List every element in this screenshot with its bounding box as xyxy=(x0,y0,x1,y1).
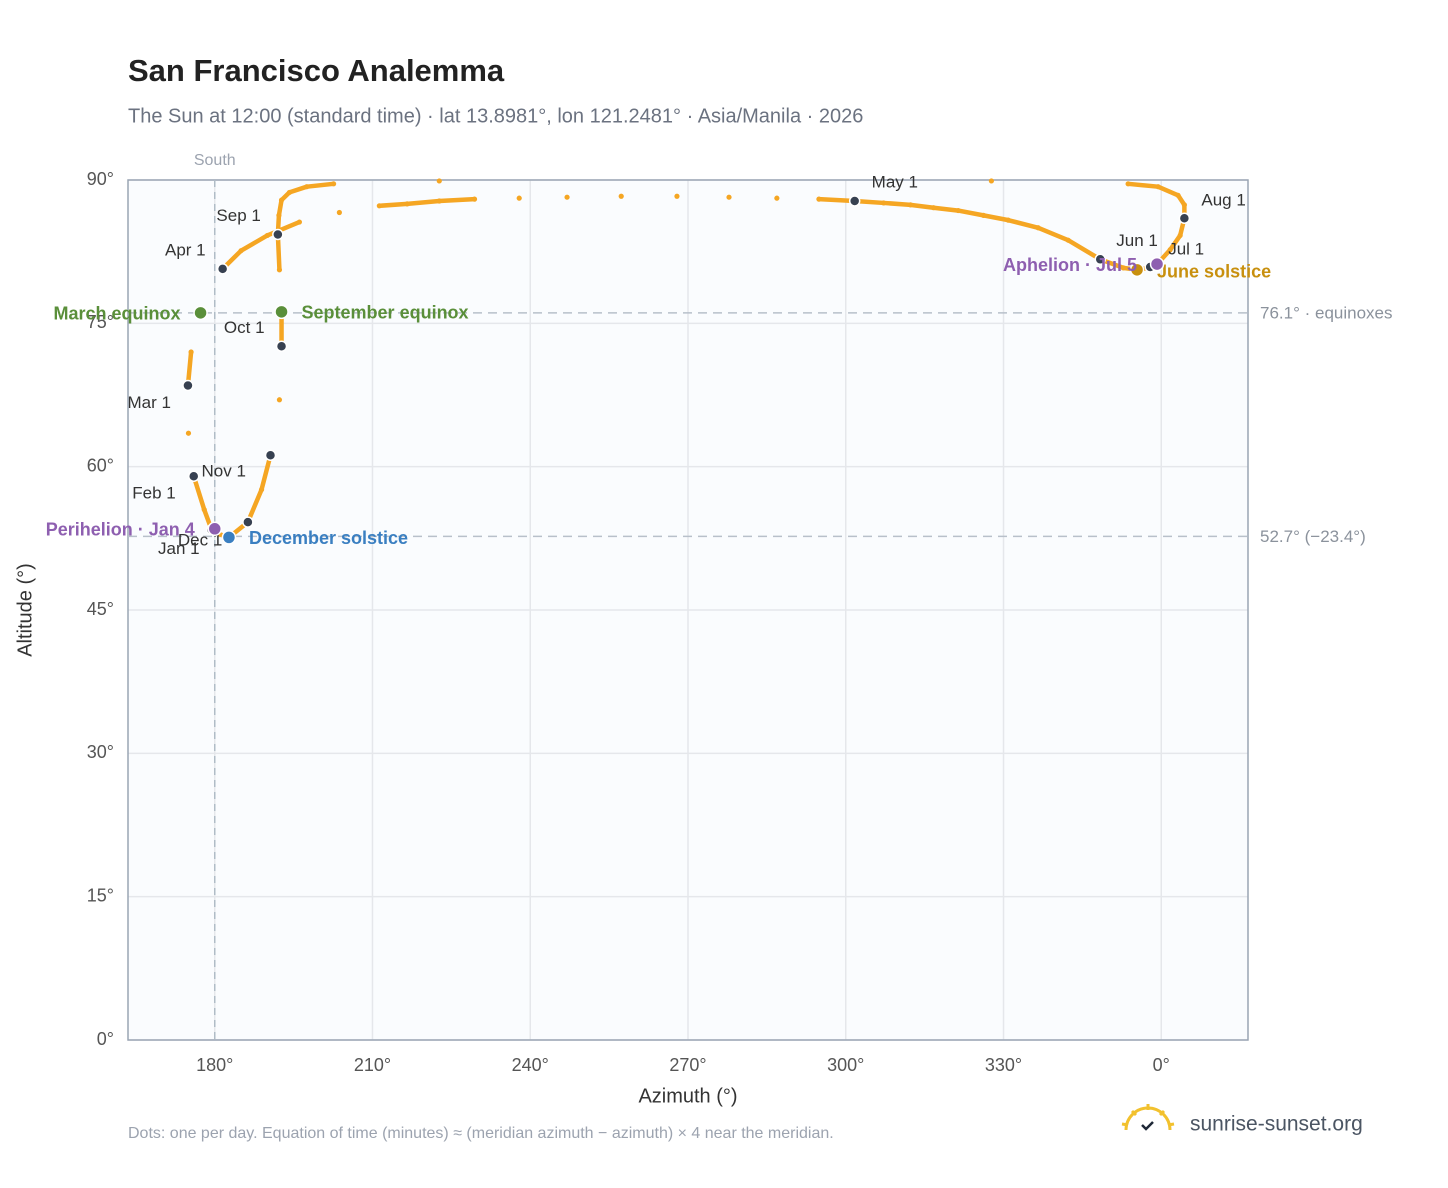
month-marker xyxy=(187,470,200,482)
month-marker xyxy=(242,516,254,528)
analemma-line xyxy=(191,473,214,532)
month-label: Nov 1 xyxy=(201,462,245,481)
day-dot xyxy=(185,430,192,436)
event-label: March equinox xyxy=(54,304,181,324)
x-tick-label: 240° xyxy=(512,1055,549,1075)
event-marker xyxy=(221,530,237,545)
event-label: December solstice xyxy=(249,528,408,548)
month-label: Aug 1 xyxy=(1201,191,1245,210)
month-marker xyxy=(1178,212,1191,224)
day-dot xyxy=(618,193,624,199)
x-tick-label: 0° xyxy=(1153,1055,1170,1075)
month-marker xyxy=(848,195,861,207)
meridian-label: South xyxy=(194,152,236,169)
y-tick-label: 90° xyxy=(87,169,114,189)
day-dot xyxy=(774,195,780,201)
y-tick-label: 0° xyxy=(97,1029,114,1049)
y-axis-label: Altitude (°) xyxy=(14,563,36,657)
y-tick-label: 30° xyxy=(87,742,114,762)
analemma-line xyxy=(220,219,302,272)
month-label: Sep 1 xyxy=(216,206,260,225)
y-tick-label: 60° xyxy=(87,455,114,475)
day-dot xyxy=(726,194,732,200)
chart-subtitle: The Sun at 12:00 (standard time) · lat 1… xyxy=(128,105,863,127)
x-axis-label: Azimuth (°) xyxy=(638,1085,737,1107)
month-label: Jan 1 xyxy=(158,539,200,558)
day-dot xyxy=(516,195,522,201)
month-label: May 1 xyxy=(872,173,918,192)
event-marker xyxy=(207,521,223,537)
month-label: Dec 1 xyxy=(178,531,222,550)
month-label: Feb 1 xyxy=(132,484,175,503)
month-marker xyxy=(272,228,284,241)
day-dot xyxy=(436,178,442,184)
analemma-line xyxy=(377,196,477,209)
y-tick-label: 15° xyxy=(87,885,114,905)
month-label: Oct 1 xyxy=(224,318,265,337)
y-tick-label: 75° xyxy=(87,312,114,332)
day-dot xyxy=(336,209,342,216)
month-label: Jun 1 xyxy=(1116,231,1158,250)
day-dot xyxy=(674,193,680,199)
month-label: Jul 1 xyxy=(1168,239,1204,258)
x-tick-label: 330° xyxy=(985,1055,1022,1075)
y-tick-label: 45° xyxy=(87,599,114,619)
brand-name: sunrise-sunset.org xyxy=(1190,1113,1363,1136)
day-dot xyxy=(564,194,570,200)
day-dot xyxy=(276,397,283,403)
month-label: Apr 1 xyxy=(165,240,206,259)
plot-frame xyxy=(127,179,1249,1041)
reference-label: 76.1° · equinoxes xyxy=(1260,303,1393,322)
month-marker xyxy=(216,263,229,275)
event-marker xyxy=(193,305,208,321)
month-marker xyxy=(275,340,288,353)
analemma-line xyxy=(816,181,1187,273)
x-tick-label: 210° xyxy=(354,1055,391,1075)
x-tick-label: 270° xyxy=(669,1055,706,1075)
event-label: September equinox xyxy=(302,303,469,323)
brand-logo xyxy=(1121,1104,1175,1131)
event-marker xyxy=(1149,256,1165,272)
event-marker xyxy=(274,304,289,320)
month-marker xyxy=(1094,253,1106,266)
event-marker xyxy=(1129,262,1145,278)
event-label: Perihelion · Jan 4 xyxy=(46,520,195,540)
day-dot xyxy=(988,178,994,184)
x-tick-label: 300° xyxy=(827,1055,864,1075)
month-marker xyxy=(264,449,277,461)
event-label: Aphelion · Jul 5 xyxy=(1003,255,1137,275)
chart-title: San Francisco Analemma xyxy=(128,53,505,88)
footnote: Dots: one per day. Equation of time (min… xyxy=(128,1125,834,1142)
event-label: June solstice xyxy=(1157,262,1271,282)
month-marker xyxy=(182,379,194,392)
month-label: Mar 1 xyxy=(127,393,170,412)
x-tick-label: 180° xyxy=(196,1055,233,1075)
reference-label: 52.7° (−23.4°) xyxy=(1260,527,1366,546)
